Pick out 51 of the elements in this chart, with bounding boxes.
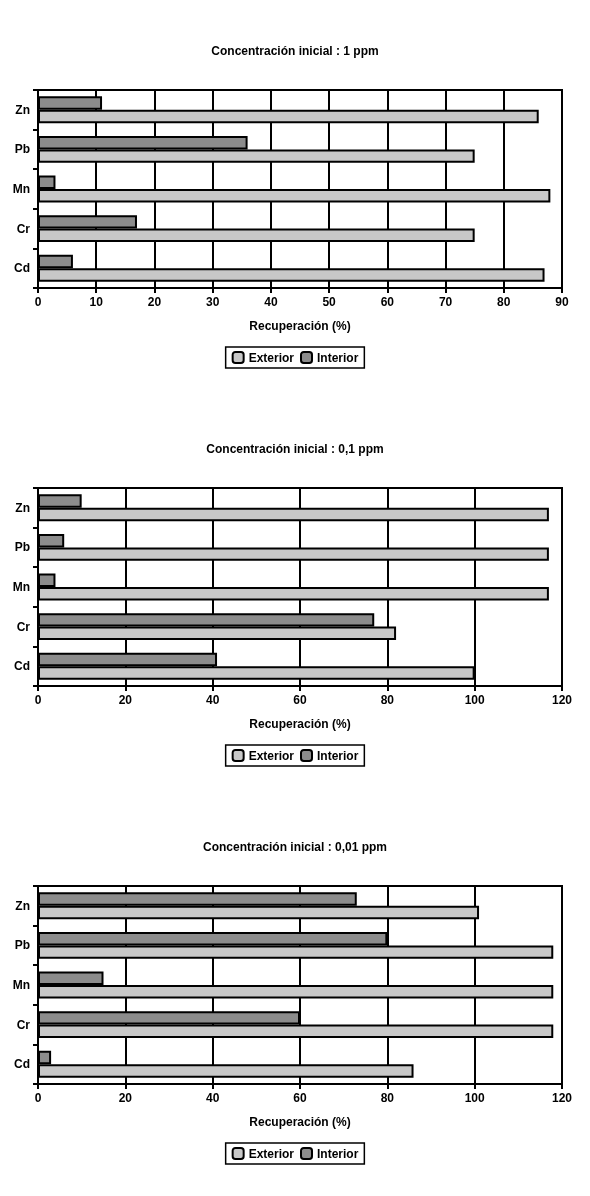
x-tick-label: 20 [118, 1091, 133, 1105]
x-tick-label: 120 [551, 693, 573, 707]
x-tick-label: 60 [293, 693, 307, 707]
y-tick-label: Mn [12, 580, 30, 594]
x-tick-label: 0 [34, 693, 42, 707]
y-tick-label: Cr [16, 221, 31, 236]
x-tick-label: 50 [322, 295, 337, 309]
x-tick-label: 90 [555, 295, 569, 309]
legend-label: Exterior [248, 350, 295, 365]
chart-title: Concentración inicial : 1 ppm [211, 44, 379, 58]
x-tick-label: 100 [464, 1091, 485, 1105]
y-tick-label: Pb [14, 938, 30, 953]
x-tick-label: 30 [205, 295, 220, 309]
x-axis-title: Recuperación (%) [249, 1115, 351, 1129]
legend-label: Interior [317, 1146, 359, 1161]
chart-title: Concentración inicial : 0,1 ppm [206, 442, 384, 456]
x-axis-title: Recuperación (%) [249, 319, 351, 333]
x-tick-label: 20 [118, 693, 133, 707]
x-tick-label: 120 [551, 1091, 573, 1105]
x-tick-label: 10 [89, 295, 104, 309]
x-tick-label: 0 [34, 295, 42, 309]
x-tick-label: 20 [147, 295, 162, 309]
legend-label: Exterior [248, 1146, 295, 1161]
x-tick-label: 60 [380, 295, 395, 309]
x-tick-label: 80 [380, 1091, 395, 1105]
y-tick-label: Cd [14, 1057, 30, 1072]
x-tick-label: 80 [380, 693, 395, 707]
y-tick-label: Zn [15, 898, 30, 913]
chart-title: Concentración inicial : 0,01 ppm [202, 840, 388, 854]
x-tick-label: 0 [34, 1091, 42, 1105]
y-tick-label: Cr [16, 1017, 31, 1032]
y-tick-label: Zn [15, 102, 30, 117]
legend-label: Exterior [248, 748, 295, 763]
x-tick-label: 80 [497, 295, 511, 309]
y-tick-label: Pb [14, 540, 30, 555]
y-tick-label: Mn [12, 978, 30, 992]
y-tick-label: Pb [14, 142, 30, 157]
x-axis-title: Recuperación (%) [249, 717, 351, 731]
legend-label: Interior [317, 350, 359, 365]
x-tick-label: 60 [293, 1091, 307, 1105]
y-tick-label: Cr [16, 619, 31, 634]
x-tick-label: 70 [438, 295, 453, 309]
x-tick-label: 40 [205, 1091, 220, 1105]
x-tick-label: 40 [264, 295, 278, 309]
x-tick-label: 100 [464, 693, 485, 707]
y-tick-label: Mn [12, 182, 30, 196]
y-tick-label: Zn [15, 500, 30, 515]
y-tick-label: Cd [14, 659, 30, 674]
x-tick-label: 40 [205, 693, 220, 707]
legend-label: Interior [317, 748, 359, 763]
y-tick-label: Cd [14, 261, 30, 276]
